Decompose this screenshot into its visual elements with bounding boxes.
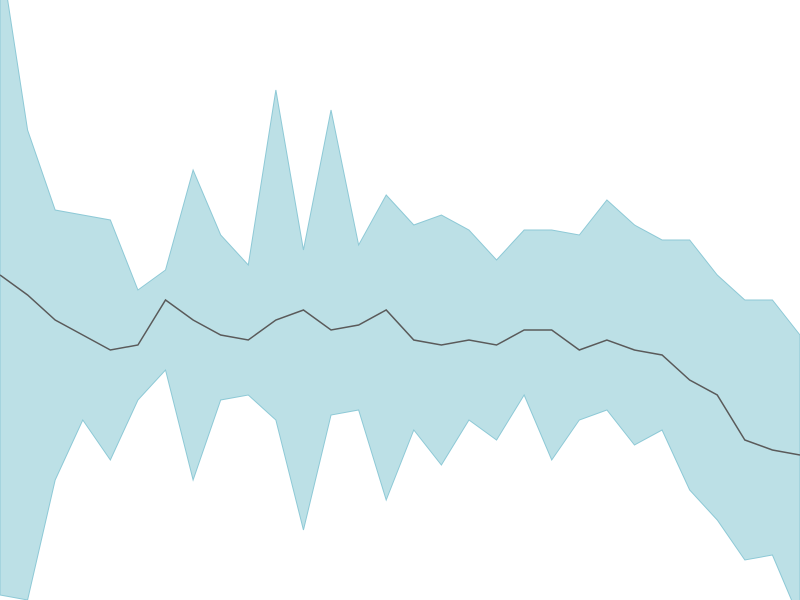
band-chart [0,0,800,600]
